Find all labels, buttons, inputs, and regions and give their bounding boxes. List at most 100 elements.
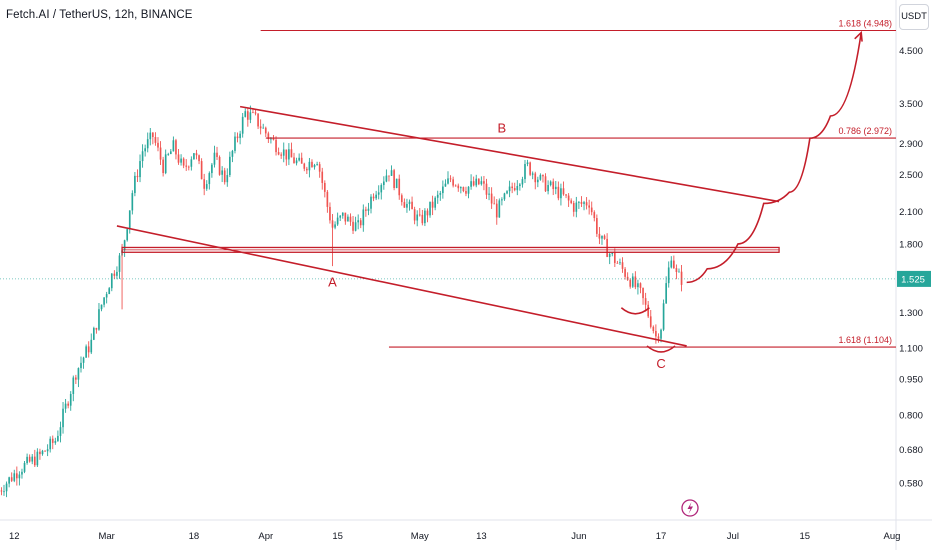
candle-body: [421, 214, 424, 224]
candle-body: [534, 173, 537, 183]
candle-body: [31, 456, 34, 462]
candle-body: [123, 240, 126, 251]
candle-body: [136, 175, 139, 178]
candle-body: [128, 210, 131, 230]
candle-body: [601, 235, 603, 239]
candle-body: [72, 377, 75, 395]
candle-body: [59, 427, 62, 436]
candle-body: [208, 173, 211, 185]
candle-body: [631, 276, 634, 287]
y-tick-label: 2.900: [899, 139, 923, 150]
candle-body: [54, 440, 57, 443]
candle-body: [221, 170, 223, 175]
candle-body: [629, 279, 632, 287]
candle-body: [511, 186, 513, 189]
x-tick-label: Jun: [571, 531, 586, 542]
candle-body: [300, 157, 303, 164]
candle-body: [275, 139, 277, 153]
candle-body: [626, 276, 629, 280]
candle-body: [98, 309, 100, 330]
candle-body: [434, 197, 437, 208]
candle-body: [5, 483, 8, 492]
candle-body: [249, 112, 252, 120]
candle-body: [57, 435, 59, 441]
candle-body: [462, 187, 465, 192]
candle-body: [608, 253, 611, 257]
candle-body: [524, 164, 526, 180]
candle-body: [270, 138, 272, 140]
candle-body: [90, 339, 93, 353]
candle-body: [413, 209, 416, 221]
candle-body: [211, 164, 213, 174]
candle-body: [92, 327, 95, 340]
candle-body: [264, 127, 267, 134]
candle-body: [603, 235, 606, 239]
candle-body: [485, 183, 488, 195]
candle-body: [277, 152, 280, 155]
currency-button[interactable]: USDT: [899, 4, 929, 30]
candle-body: [267, 133, 270, 140]
fib-level-label: 0.786 (2.972): [838, 126, 892, 136]
candle-body: [306, 168, 308, 171]
candle-body: [655, 330, 657, 337]
candle-body: [544, 176, 547, 192]
candle-body: [334, 224, 336, 228]
candle-body: [400, 195, 403, 203]
candle-body: [411, 201, 413, 210]
candle-body: [470, 181, 472, 187]
candle-body: [380, 185, 383, 193]
candle-body: [198, 155, 200, 162]
candle-body: [177, 154, 180, 163]
candle-body: [675, 268, 678, 273]
candle-body: [141, 151, 144, 162]
drawings: 1.618 (4.948) 0.786 (2.972) 1.618 (1.104) A…: [0, 19, 896, 371]
candle-body: [616, 262, 619, 264]
candle-body: [598, 233, 601, 239]
candle-body: [357, 220, 360, 223]
last-price-badge: [897, 270, 931, 287]
candle-body: [519, 184, 521, 187]
candle-body: [95, 327, 98, 330]
candle-body: [239, 133, 241, 139]
candle-body: [18, 474, 21, 479]
y-tick-label: 0.680: [899, 445, 923, 456]
candle-body: [590, 207, 593, 213]
candle-body: [354, 222, 357, 231]
candle-body: [521, 179, 524, 185]
candle-body: [252, 112, 254, 114]
candle-body: [385, 175, 388, 182]
x-tick-label: Apr: [258, 531, 273, 542]
candle-body: [203, 179, 206, 189]
candle-body: [13, 473, 16, 481]
candle-body: [393, 170, 395, 189]
candle-body: [349, 216, 352, 222]
x-tick-label: May: [411, 531, 429, 542]
candle-body: [146, 139, 149, 149]
candle-body: [554, 186, 557, 190]
candle-body: [311, 161, 313, 168]
candle-body: [398, 178, 401, 196]
candle-body: [295, 160, 298, 164]
candle-body: [498, 200, 501, 218]
candle-body: [583, 202, 585, 204]
candle-body: [85, 346, 87, 358]
channel-lower-line: [116, 225, 687, 347]
candle-body: [41, 450, 44, 455]
candle-body: [431, 201, 434, 208]
projection-arrowhead: [854, 30, 863, 42]
candle-body: [467, 186, 470, 194]
candle-body: [259, 126, 262, 129]
candle-body: [316, 164, 318, 165]
candle-body: [477, 178, 480, 185]
candle-body: [105, 294, 108, 298]
candle-body: [406, 203, 408, 208]
candle-body: [175, 140, 177, 155]
candle-body: [234, 136, 236, 151]
flash-icon[interactable]: [681, 499, 699, 517]
candles: [0, 105, 683, 498]
candle-body: [167, 154, 170, 155]
candle-body: [454, 185, 457, 187]
candle-body: [172, 140, 175, 152]
candle-body: [285, 149, 288, 160]
candle-body: [611, 252, 614, 254]
